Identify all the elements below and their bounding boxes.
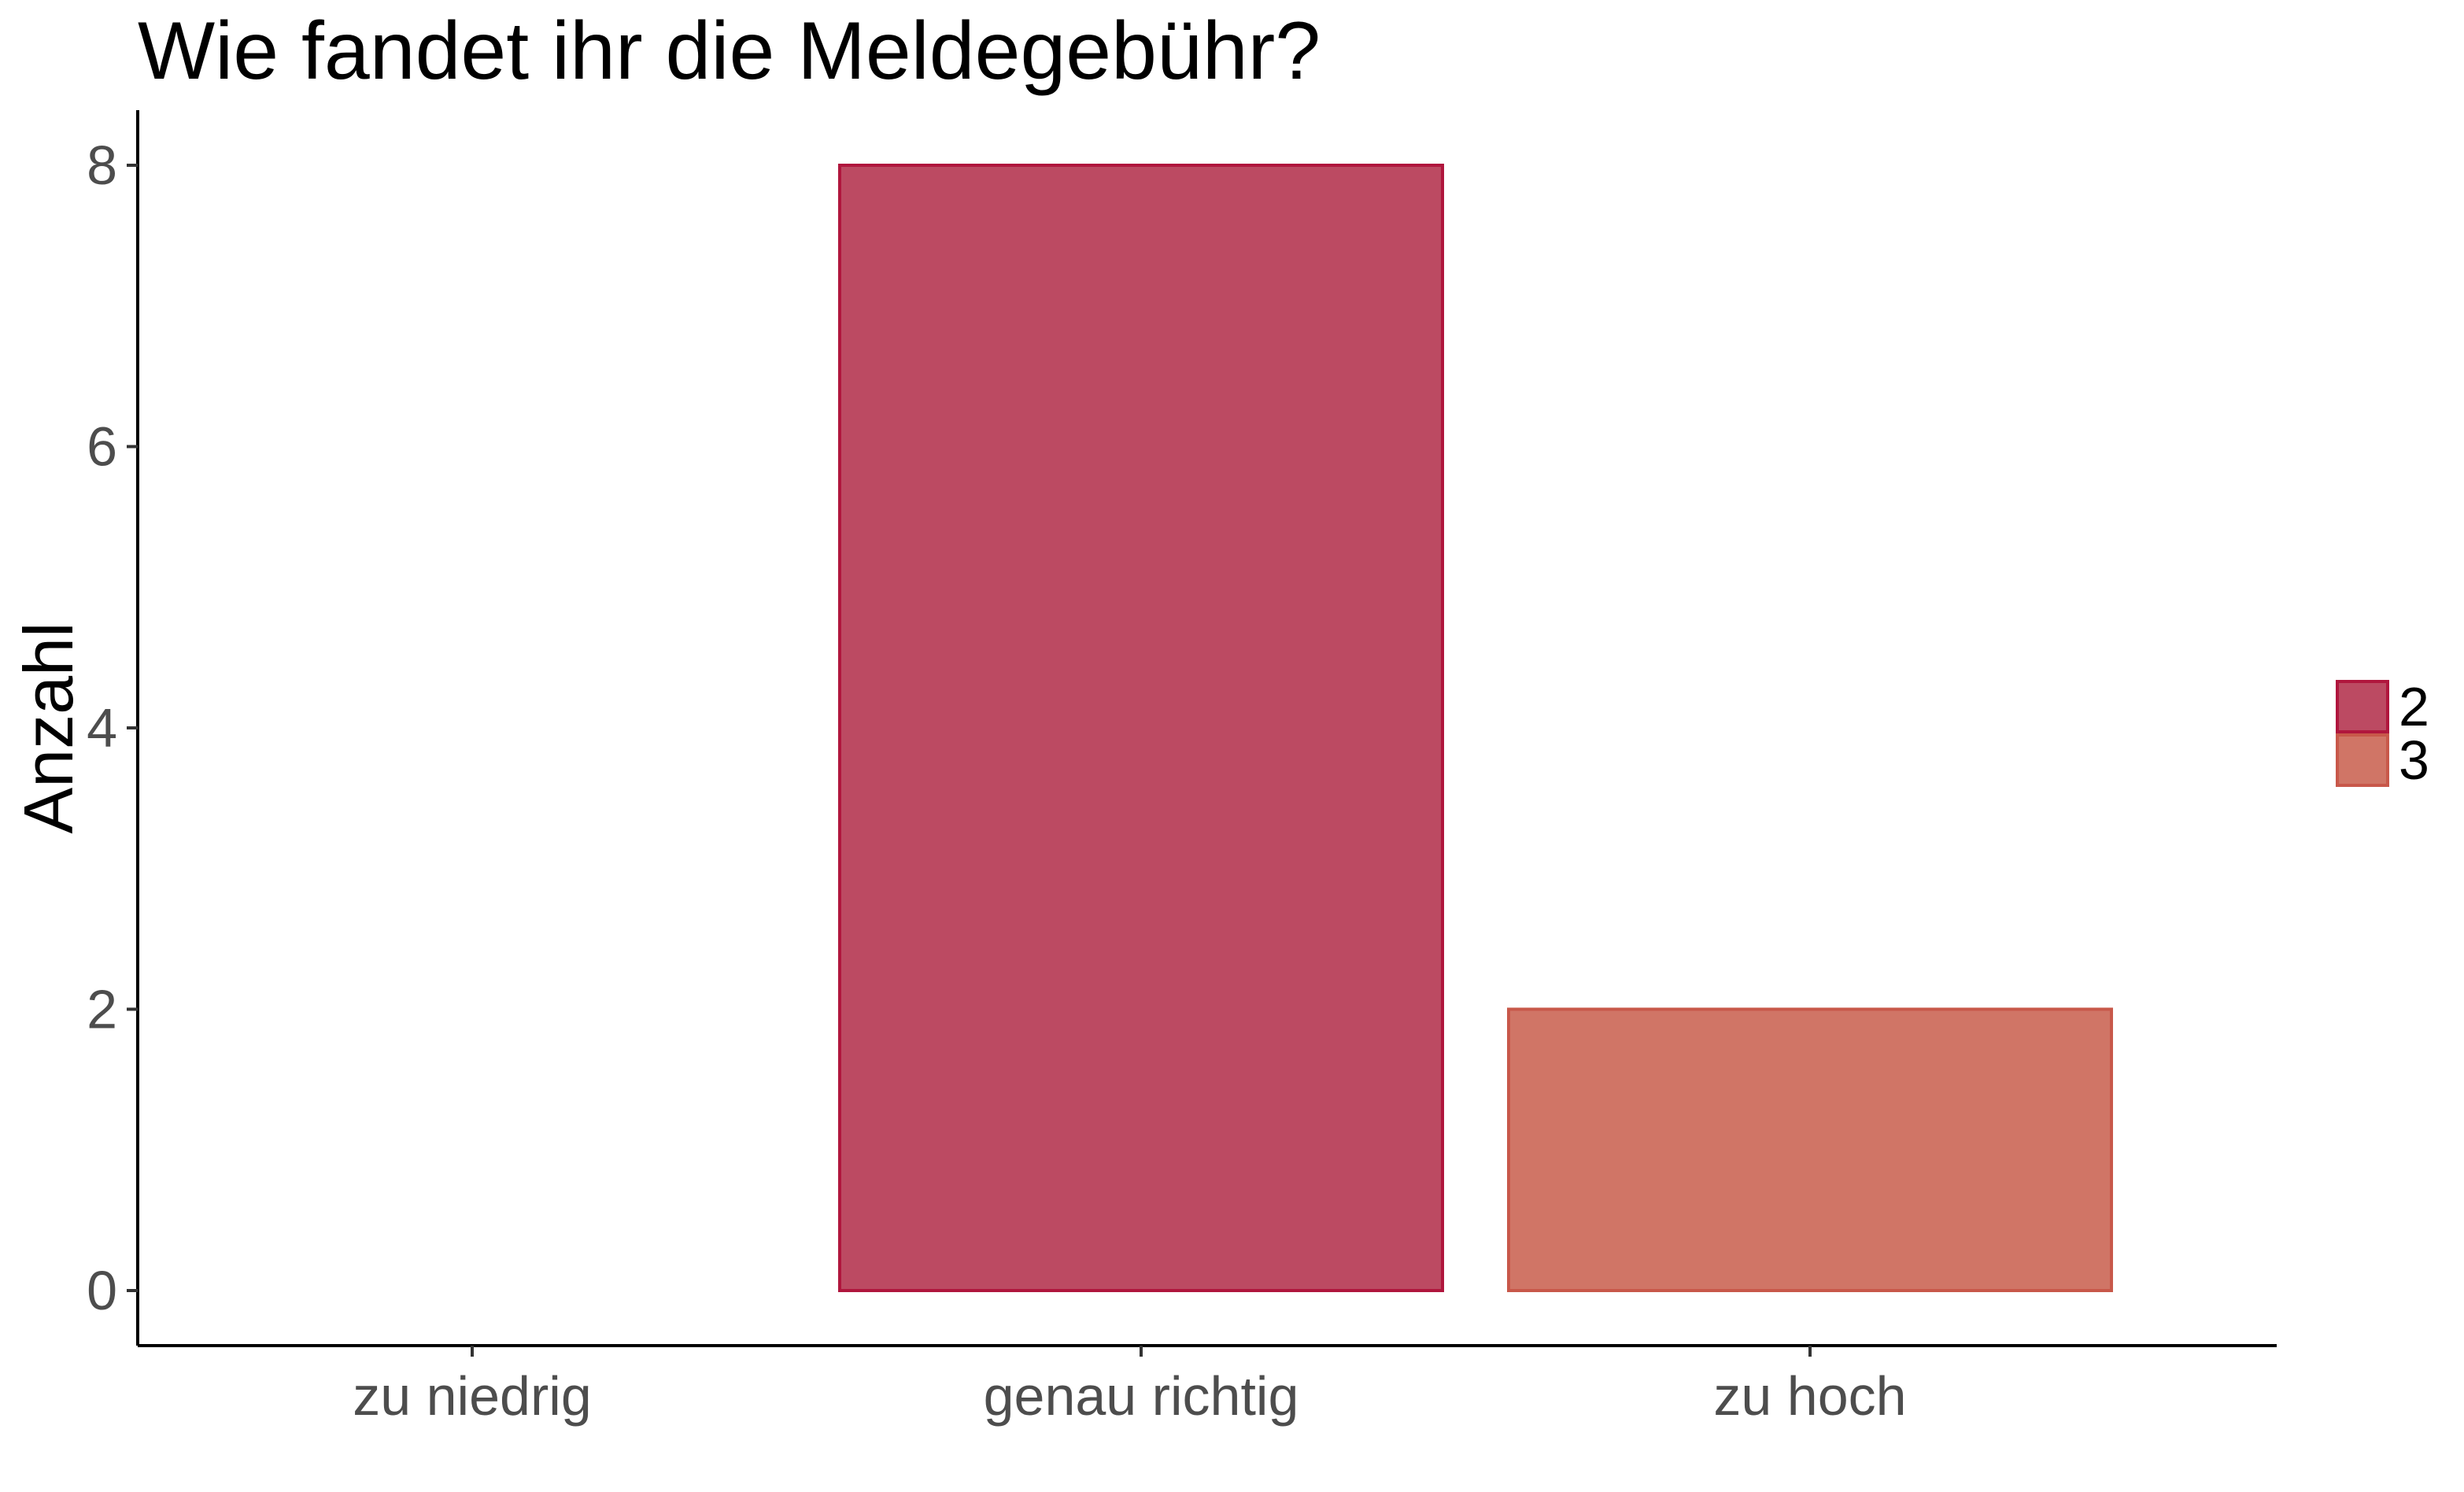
y-tick-label: 8 — [87, 135, 117, 196]
x-tick-label: genau richtig — [984, 1365, 1299, 1427]
y-axis-title: Anzahl — [9, 622, 87, 833]
x-tick-label: zu niedrig — [353, 1365, 592, 1427]
y-tick-label: 0 — [87, 1260, 117, 1321]
x-tick-label: zu hoch — [1713, 1365, 1906, 1427]
x-axis: zu niedrig genau richtig zu hoch — [138, 1344, 2277, 1427]
legend-key — [2336, 733, 2389, 787]
y-tick-label: 4 — [87, 697, 117, 759]
legend-label: 2 — [2399, 676, 2429, 737]
bar — [1507, 1007, 2113, 1292]
legend-key — [2336, 680, 2389, 733]
bar — [838, 164, 1444, 1292]
chart-title: Wie fandet ihr die Meldegebühr? — [138, 6, 1321, 97]
legend-label: 3 — [2399, 729, 2429, 791]
y-tick-label: 6 — [87, 416, 117, 478]
y-tick-label: 2 — [87, 979, 117, 1040]
legend: 23 — [2336, 676, 2429, 791]
y-axis: 0 2 4 6 8 — [87, 110, 139, 1346]
bars — [838, 164, 2113, 1292]
